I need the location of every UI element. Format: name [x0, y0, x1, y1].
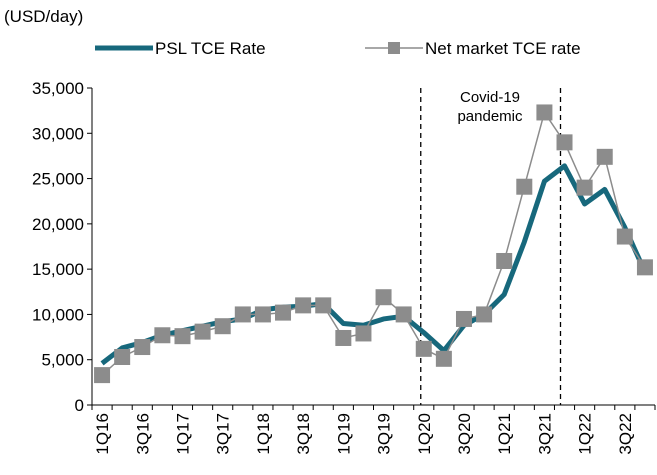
- series-line: [101, 111, 646, 376]
- marker: [114, 348, 131, 365]
- legend-label: PSL TCE Rate: [155, 39, 266, 58]
- y-tick-label: 10,000: [32, 305, 84, 324]
- y-tick-label: 15,000: [32, 260, 84, 279]
- x-tick-label: 3Q21: [535, 413, 554, 455]
- legend-label: Net market TCE rate: [425, 39, 581, 58]
- marker: [395, 306, 412, 323]
- y-tick-label: 30,000: [32, 124, 84, 143]
- marker: [335, 329, 352, 346]
- marker: [134, 339, 151, 356]
- marker: [536, 104, 553, 121]
- marker: [94, 367, 111, 384]
- marker: [194, 323, 211, 340]
- x-tick-label: 1Q19: [334, 413, 353, 455]
- y-tick-label: 20,000: [32, 215, 84, 234]
- x-tick-label: 1Q16: [93, 413, 112, 455]
- marker: [476, 306, 493, 323]
- marker: [315, 297, 332, 314]
- marker: [455, 310, 472, 327]
- marker: [435, 350, 452, 367]
- marker: [616, 228, 633, 245]
- legend-marker: [388, 42, 400, 54]
- marker: [275, 304, 292, 321]
- marker: [174, 328, 191, 345]
- x-tick-label: 1Q20: [415, 413, 434, 455]
- annotation: pandemic: [457, 108, 523, 125]
- marker: [295, 297, 312, 314]
- x-tick-label: 1Q22: [576, 413, 595, 455]
- marker: [154, 327, 171, 344]
- unit-label: (USD/day): [4, 7, 83, 26]
- x-tick-label: 3Q20: [455, 413, 474, 455]
- x-tick-label: 1Q17: [173, 413, 192, 455]
- marker: [254, 306, 271, 323]
- marker: [596, 148, 613, 165]
- marker: [516, 178, 533, 195]
- marker: [214, 318, 231, 335]
- marker: [234, 306, 251, 323]
- marker: [556, 134, 573, 151]
- series-line: [100, 163, 648, 366]
- annotation: Covid-19: [460, 89, 520, 106]
- y-tick-label: 0: [75, 396, 84, 415]
- x-tick-label: 3Q17: [214, 413, 233, 455]
- marker: [375, 289, 392, 306]
- x-tick-label: 3Q22: [616, 413, 635, 455]
- x-tick-label: 3Q16: [133, 413, 152, 455]
- x-tick-label: 1Q18: [254, 413, 273, 455]
- x-tick-label: 1Q21: [495, 413, 514, 455]
- y-tick-label: 5,000: [41, 351, 84, 370]
- x-tick-label: 3Q19: [375, 413, 394, 455]
- marker: [496, 252, 513, 269]
- marker: [415, 340, 432, 357]
- x-tick-label: 3Q18: [294, 413, 313, 455]
- y-tick-label: 35,000: [32, 79, 84, 98]
- marker: [636, 259, 653, 276]
- marker: [355, 325, 372, 342]
- y-tick-label: 25,000: [32, 170, 84, 189]
- marker: [576, 179, 593, 196]
